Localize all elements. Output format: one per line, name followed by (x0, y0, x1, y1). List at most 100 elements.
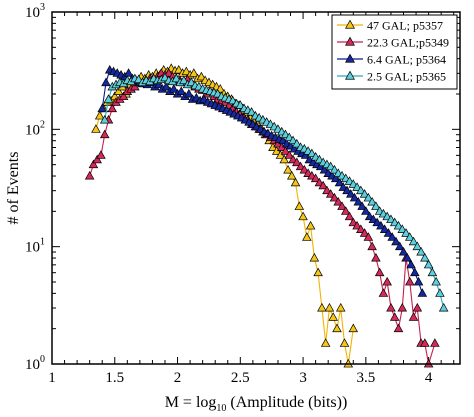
data-point (389, 312, 400, 321)
x-tick-label: 1 (48, 370, 56, 386)
legend-marker (345, 19, 355, 29)
data-point (130, 81, 140, 91)
data-point (339, 338, 350, 347)
data-point (99, 129, 110, 139)
data-point (305, 220, 316, 230)
data-point (280, 146, 291, 155)
data-point (332, 323, 342, 333)
data-point (430, 338, 440, 347)
data-point (408, 312, 419, 321)
legend-label: 47 GAL; p5357 (367, 19, 443, 33)
legend-marker (345, 53, 355, 63)
data-point (353, 196, 364, 206)
data-point (374, 267, 385, 277)
data-point (309, 252, 320, 262)
data-point (383, 228, 394, 237)
y-tick-label-base: 10 (25, 122, 40, 138)
data-point (346, 189, 356, 198)
data-point (330, 173, 341, 183)
data-point (417, 288, 428, 297)
data-point (431, 276, 441, 286)
y-tick-label-exponent: 1 (40, 237, 45, 248)
data-point (176, 86, 187, 95)
data-point (246, 107, 257, 116)
data-point (318, 180, 328, 190)
data-point (279, 154, 290, 164)
data-point (299, 164, 310, 174)
data-point (413, 276, 424, 286)
data-point (394, 241, 405, 251)
data-point (405, 276, 415, 286)
data-point (118, 91, 129, 101)
data-point (94, 110, 105, 120)
data-point (335, 302, 346, 312)
data-point (348, 323, 359, 333)
data-point (420, 252, 430, 262)
series-2 (97, 64, 428, 297)
y-tick-label-base: 10 (25, 240, 40, 256)
data-point (92, 154, 102, 164)
data-point (393, 323, 404, 333)
data-point (361, 206, 371, 215)
series-3 (99, 72, 449, 312)
data-point (298, 211, 308, 221)
data-point (367, 196, 377, 206)
data-point (371, 252, 381, 262)
x-tick-label: 3 (299, 370, 307, 386)
data-point (349, 192, 360, 202)
data-point (356, 185, 366, 195)
plot-frame (51, 11, 461, 365)
data-point (359, 228, 370, 237)
data-point (320, 338, 331, 347)
data-point (325, 189, 336, 198)
data-point (181, 66, 192, 76)
legend-label: 22.3 GAL;p5349 (367, 36, 449, 50)
data-point (438, 302, 449, 312)
x-tick-label: 1.5 (105, 370, 124, 386)
data-point (196, 71, 207, 81)
data-point (107, 103, 118, 113)
data-point (412, 241, 423, 251)
data-point (371, 201, 381, 210)
data-point (402, 252, 413, 262)
legend-label: 6.4 GAL; p5364 (367, 53, 446, 67)
data-point (386, 302, 396, 312)
data-point (161, 81, 172, 91)
data-point (292, 138, 302, 148)
data-point (412, 302, 423, 312)
data-point (287, 170, 297, 180)
data-point (168, 84, 179, 93)
data-point (379, 224, 390, 233)
data-point (367, 241, 377, 251)
data-point (363, 192, 374, 202)
data-point (344, 211, 355, 221)
x-axis-title-rest: (Amplitude (bits)) (226, 394, 347, 411)
data-point (352, 220, 362, 230)
data-point (313, 267, 323, 277)
data-point (423, 259, 434, 269)
legend-marker (345, 70, 355, 80)
data-point (378, 288, 389, 297)
data-point (356, 224, 366, 233)
data-point (397, 224, 408, 233)
data-point (96, 150, 106, 159)
data-point (357, 201, 367, 210)
x-axis-title: M = log10 (Amplitude (bits)) (165, 394, 348, 414)
data-point (340, 206, 351, 215)
x-tick-label: 3.5 (356, 370, 375, 386)
y-tick-label: 101 (25, 237, 45, 256)
y-tick-label-exponent: 0 (40, 354, 45, 365)
y-tick-label: 102 (25, 119, 45, 138)
data-point (283, 164, 293, 174)
data-point (189, 68, 199, 77)
data-point (123, 68, 134, 77)
data-point (91, 124, 101, 133)
data-point (363, 232, 374, 241)
x-tick-label: 4 (425, 370, 433, 386)
data-point (387, 232, 397, 241)
data-point (290, 177, 301, 187)
data-point (435, 288, 445, 297)
data-point (406, 259, 416, 269)
